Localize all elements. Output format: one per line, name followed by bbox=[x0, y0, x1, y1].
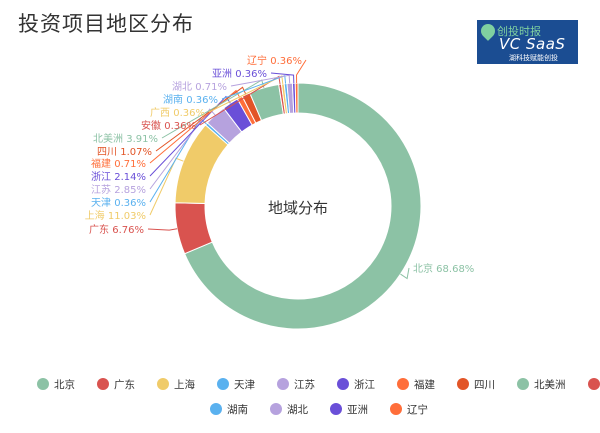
label-leader-lines bbox=[147, 59, 410, 280]
legend-swatch bbox=[337, 378, 349, 390]
logo-brand-text: 创投时报 bbox=[497, 25, 541, 38]
slice-label-江苏: 江苏 2.85% bbox=[91, 183, 146, 196]
slice-label-亚洲: 亚洲 0.36% bbox=[212, 68, 267, 80]
legend-swatch bbox=[97, 378, 109, 390]
slice-label-北美洲: 北美洲 3.91% bbox=[93, 132, 158, 145]
slice-辽宁[interactable] bbox=[294, 82, 299, 114]
legend-swatch bbox=[457, 378, 469, 390]
legend-item-辽宁[interactable]: 辽宁 bbox=[390, 403, 428, 416]
slice-label-四川: 四川 1.07% bbox=[97, 147, 152, 158]
legend-swatch bbox=[270, 403, 282, 415]
legend-label: 北京 bbox=[54, 378, 75, 391]
legend-label: 亚洲 bbox=[347, 404, 368, 416]
legend-item-北京[interactable]: 北京 bbox=[37, 378, 75, 391]
slice-北京[interactable] bbox=[183, 82, 422, 330]
donut-center-label: 地域分布 bbox=[268, 199, 328, 217]
legend-item-亚洲[interactable]: 亚洲 bbox=[330, 403, 368, 416]
slice-label-安徽: 安徽 0.36% bbox=[141, 119, 196, 132]
leader-line-广东 bbox=[147, 228, 178, 231]
slice-label-上海: 上海 11.03% bbox=[85, 209, 146, 222]
legend-swatch bbox=[588, 378, 600, 390]
legend-swatch bbox=[277, 378, 289, 390]
leader-line-江苏 bbox=[149, 108, 216, 190]
legend-label: 湖南 bbox=[227, 403, 248, 416]
legend-label: 天津 bbox=[234, 379, 255, 391]
leader-line-广西 bbox=[208, 75, 284, 113]
legend-item-湖北[interactable]: 湖北 bbox=[270, 403, 308, 416]
slice-label-浙江: 浙江 2.14% bbox=[91, 171, 146, 183]
legend-label: 辽宁 bbox=[407, 403, 428, 416]
slice-label-北京: 北京 68.68% bbox=[413, 262, 474, 275]
legend-item-江苏[interactable]: 江苏 bbox=[277, 378, 315, 391]
logo-product-text: VC SaaS bbox=[499, 35, 566, 53]
leader-line-浙江 bbox=[149, 95, 231, 177]
legend-label: 湖北 bbox=[287, 404, 308, 416]
legend-label: 四川 bbox=[474, 379, 495, 391]
legend-label: 上海 bbox=[174, 378, 195, 391]
leader-line-亚洲 bbox=[270, 72, 295, 84]
legend-item-湖南[interactable]: 湖南 bbox=[210, 403, 248, 416]
logo-sub-text: 湖科技赋能创投 bbox=[509, 54, 558, 62]
slice-labels: 北京 68.68% 广东 6.76%上海 11.03%天津 0.36%江苏 2.8… bbox=[85, 54, 475, 275]
leader-line-四川 bbox=[155, 86, 247, 152]
slice-label-湖北: 湖北 0.71% bbox=[172, 81, 227, 93]
slice-label-广东: 广东 6.76% bbox=[89, 223, 144, 236]
legend-item-北美洲[interactable]: 北美洲 bbox=[517, 378, 566, 391]
leader-line-辽宁 bbox=[296, 59, 307, 84]
brand-logo: 创投时报 VC SaaS 湖科技赋能创投 bbox=[477, 20, 578, 64]
legend-swatch bbox=[37, 378, 49, 390]
legend-item-天津[interactable]: 天津 bbox=[217, 378, 255, 391]
slice-label-湖南: 湖南 0.36% bbox=[163, 93, 218, 106]
slice-label-天津: 天津 0.36% bbox=[91, 197, 146, 209]
legend-label: 北美洲 bbox=[534, 378, 566, 391]
legend-swatch bbox=[330, 403, 342, 415]
legend-label: 广东 bbox=[114, 378, 135, 391]
chart-title: 投资项目地区分布 bbox=[18, 12, 194, 36]
legend-label: 浙江 bbox=[354, 379, 375, 391]
legend-swatch bbox=[390, 403, 402, 415]
legend-swatch bbox=[217, 378, 229, 390]
legend-item-安徽[interactable]: 安徽 bbox=[588, 378, 600, 391]
slice-label-辽宁: 辽宁 0.36% bbox=[247, 54, 302, 67]
legend-label: 福建 bbox=[414, 378, 435, 391]
legend-swatch bbox=[397, 378, 409, 390]
leader-line-湖北 bbox=[230, 74, 291, 87]
legend-swatch bbox=[157, 378, 169, 390]
leader-line-福建 bbox=[149, 89, 241, 164]
slice-label-福建: 福建 0.71% bbox=[91, 157, 146, 170]
chart-legend: 北京广东上海天津江苏浙江福建四川北美洲安徽广西湖南湖北亚洲辽宁 bbox=[37, 378, 600, 416]
leader-line-北京 bbox=[400, 267, 410, 280]
legend-swatch bbox=[517, 378, 529, 390]
legend-item-福建[interactable]: 福建 bbox=[397, 378, 435, 391]
legend-item-浙江[interactable]: 浙江 bbox=[337, 378, 375, 391]
legend-label: 江苏 bbox=[294, 378, 315, 391]
legend-item-广东[interactable]: 广东 bbox=[97, 378, 135, 391]
slice-label-广西: 广西 0.36% bbox=[150, 107, 205, 119]
leader-line-安徽 bbox=[199, 75, 281, 126]
legend-item-四川[interactable]: 四川 bbox=[457, 378, 495, 391]
legend-swatch bbox=[210, 403, 222, 415]
donut-slices bbox=[174, 82, 422, 330]
legend-item-上海[interactable]: 上海 bbox=[157, 378, 195, 391]
